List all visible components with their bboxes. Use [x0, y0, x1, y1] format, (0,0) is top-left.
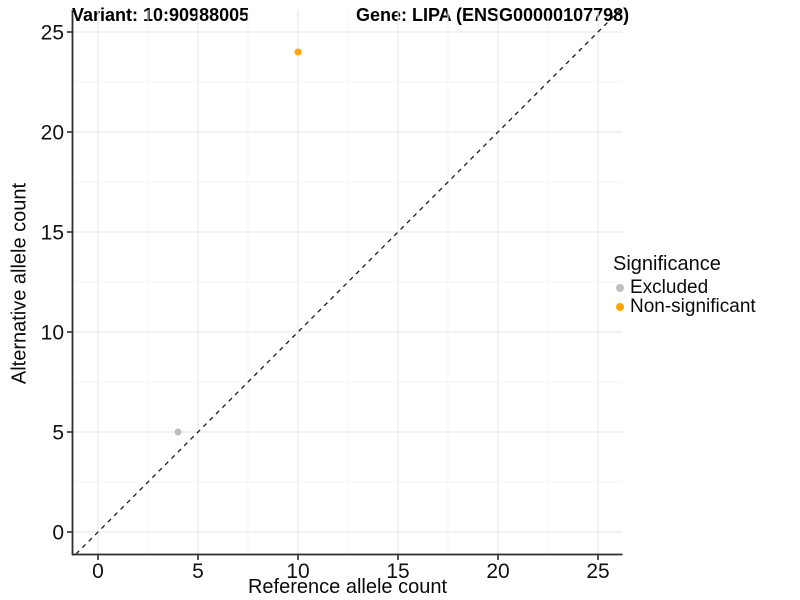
- y-axis-title: Alternative allele count: [8, 182, 31, 385]
- data-point-excluded: [174, 428, 182, 436]
- x-tick-label: 20: [486, 560, 509, 583]
- legend: Significance Excluded Non-significant: [613, 253, 756, 317]
- legend-item-label: Non-significant: [630, 296, 756, 317]
- legend-dot-non-significant-icon: [616, 303, 624, 311]
- legend-title: Significance: [613, 253, 721, 275]
- y-tick-label: 25: [41, 21, 64, 44]
- y-tick-label: 10: [41, 321, 64, 344]
- y-tick-label: 5: [52, 421, 64, 444]
- x-tick-label: 5: [192, 560, 204, 583]
- x-tick-label: 25: [586, 560, 609, 583]
- x-tick-label: 10: [286, 560, 309, 583]
- data-point-non-significant: [294, 48, 302, 56]
- x-tick-label: 15: [386, 560, 409, 583]
- legend-item: Excluded: [613, 277, 756, 298]
- identity-dashed-line: [75, 9, 621, 555]
- legend-item: Non-significant: [613, 296, 756, 317]
- y-tick-label: 15: [41, 221, 64, 244]
- y-tick-label: 0: [52, 521, 64, 544]
- plot-title-gene: Gene: LIPA (ENSG00000107798): [356, 5, 630, 25]
- x-tick-label: 0: [92, 560, 104, 583]
- y-tick-label: 20: [41, 121, 64, 144]
- plot-title-variant: Variant: 10:90988005: [72, 5, 250, 25]
- x-axis-title: Reference allele count: [247, 576, 447, 598]
- legend-dot-excluded-icon: [616, 284, 624, 292]
- legend-item-label: Excluded: [630, 277, 709, 298]
- plot-title: Variant: 10:90988005 Gene: LIPA (ENSG000…: [0, 5, 800, 29]
